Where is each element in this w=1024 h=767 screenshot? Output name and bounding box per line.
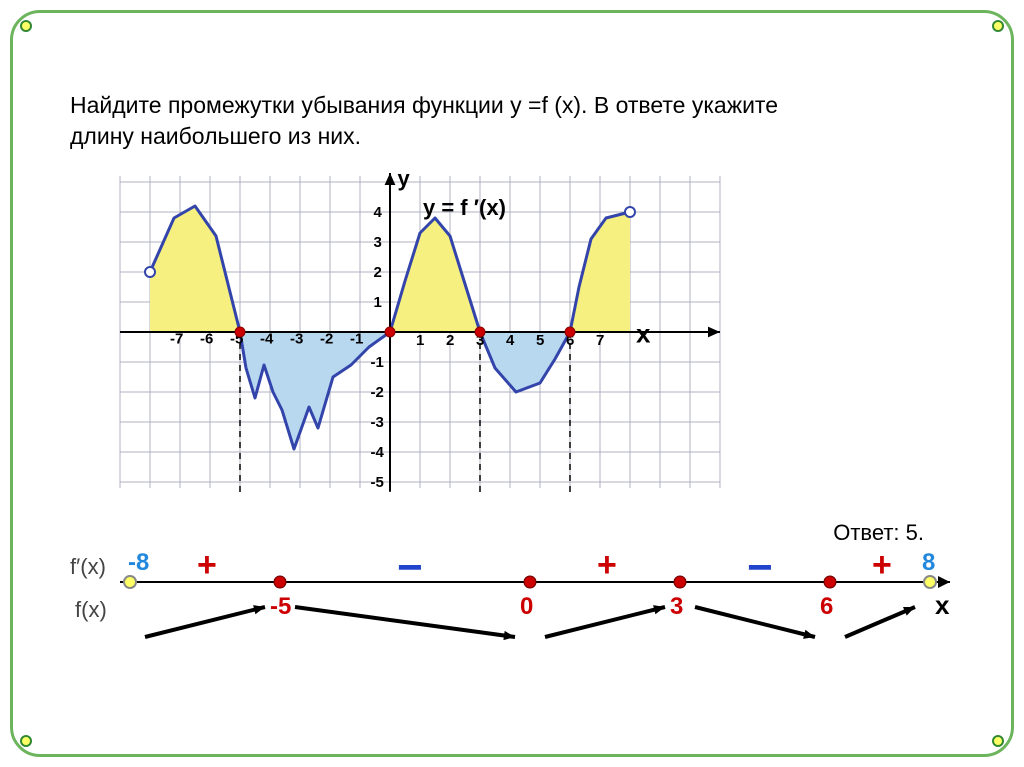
svg-text:-1: -1 (371, 354, 384, 371)
svg-text:8: 8 (922, 549, 935, 576)
svg-text:-3: -3 (290, 331, 303, 348)
sign-line-diagram: f′(x) f(x) x -8 8 -5 0 3 6 + − + − + (70, 542, 954, 642)
svg-text:x: x (935, 590, 950, 620)
svg-text:f(x): f(x) (75, 597, 107, 622)
svg-text:4: 4 (506, 332, 515, 349)
svg-text:-1: -1 (350, 331, 363, 348)
svg-text:-4: -4 (371, 444, 385, 461)
chart-svg: yx-7-6-5-4-3-2-112345671234-1-2-3-4-5y =… (110, 172, 750, 492)
problem-line-1: Найдите промежутки убывания функции у =f… (70, 90, 974, 121)
problem-line-2: длину наибольшего из них. (70, 121, 974, 152)
svg-text:1: 1 (416, 332, 424, 349)
svg-text:2: 2 (446, 332, 454, 349)
derivative-chart: yx-7-6-5-4-3-2-112345671234-1-2-3-4-5y =… (110, 172, 750, 492)
svg-text:-2: -2 (320, 331, 333, 348)
svg-text:3: 3 (670, 593, 683, 620)
svg-text:−: − (397, 543, 423, 592)
svg-text:2: 2 (374, 264, 382, 281)
svg-text:-3: -3 (371, 414, 384, 431)
svg-text:-8: -8 (128, 549, 149, 576)
svg-text:0: 0 (520, 593, 533, 620)
problem-statement: Найдите промежутки убывания функции у =f… (30, 30, 994, 172)
svg-text:-5: -5 (371, 474, 384, 491)
svg-text:+: + (872, 546, 892, 584)
svg-text:4: 4 (374, 204, 383, 221)
svg-text:1: 1 (374, 294, 382, 311)
svg-text:-7: -7 (170, 331, 183, 348)
svg-text:7: 7 (596, 332, 604, 349)
slide-content: Найдите промежутки убывания функции у =f… (30, 30, 994, 737)
svg-text:-5: -5 (270, 593, 291, 620)
svg-text:−: − (747, 543, 773, 592)
svg-text:5: 5 (536, 332, 544, 349)
svg-text:-2: -2 (371, 384, 384, 401)
sign-svg: f′(x) f(x) x -8 8 -5 0 3 6 + − + − + (70, 542, 970, 652)
svg-text:+: + (597, 546, 617, 584)
svg-text:+: + (197, 546, 217, 584)
svg-text:6: 6 (820, 593, 833, 620)
svg-text:f′(x): f′(x) (70, 554, 106, 579)
svg-text:x: x (636, 319, 651, 349)
svg-text:y = f ′(x): y = f ′(x) (423, 195, 506, 220)
svg-text:-6: -6 (200, 331, 213, 348)
svg-text:-4: -4 (260, 331, 274, 348)
svg-text:3: 3 (374, 234, 382, 251)
svg-text:y: y (398, 172, 411, 191)
